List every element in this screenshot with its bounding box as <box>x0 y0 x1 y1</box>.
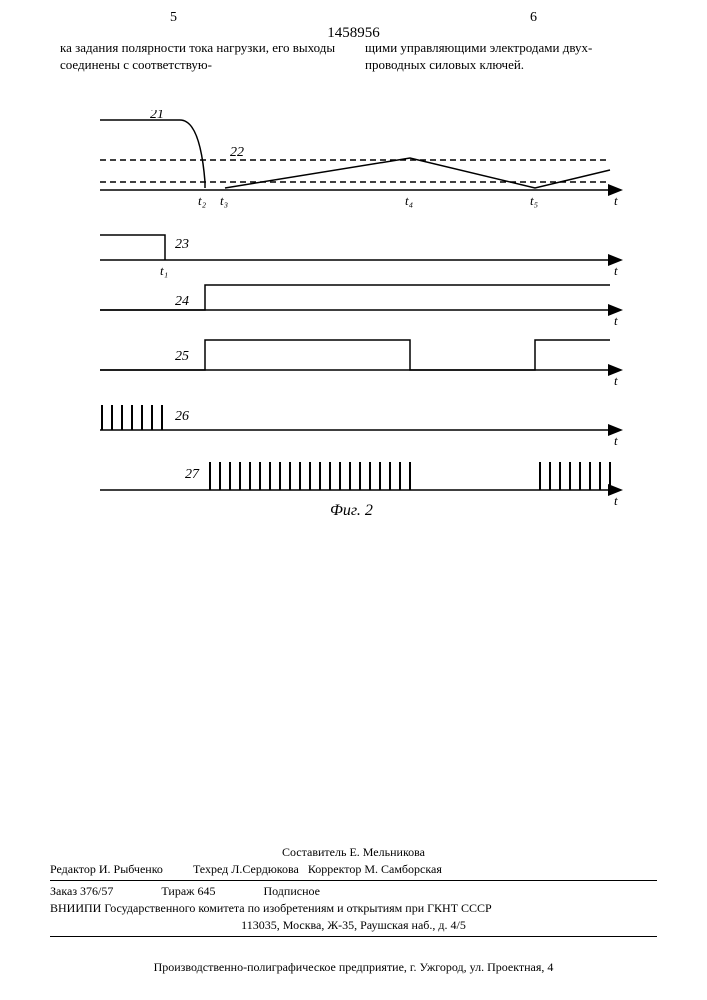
label-t2: t₂ <box>198 193 207 208</box>
figure-caption: Фиг. 2 <box>330 502 373 519</box>
editor: Редактор И. Рыбченко <box>50 862 163 876</box>
tech: Техред Л.Сердюкова <box>193 862 299 876</box>
label-23: 23 <box>175 237 189 252</box>
label-t-2: t <box>614 263 618 278</box>
label-t-6: t <box>614 493 618 508</box>
org-line-1: ВНИИПИ Государственного комитета по изоб… <box>50 901 657 916</box>
label-t4: t₄ <box>405 193 414 208</box>
page-number-left: 5 <box>170 10 177 26</box>
order-line: Заказ 376/57 Тираж 645 Подписное <box>50 884 657 899</box>
label-t-4: t <box>614 373 618 388</box>
podpis: Подписное <box>263 884 320 898</box>
label-27: 27 <box>185 467 200 482</box>
corrector: Корректор М. Самборская <box>308 862 442 876</box>
label-25: 25 <box>175 349 189 364</box>
column-right-text: щими управляющими электродами двух-прово… <box>365 40 645 74</box>
page-number-right: 6 <box>530 10 537 26</box>
label-t3: t₃ <box>220 193 228 208</box>
order: Заказ 376/57 <box>50 884 113 898</box>
label-24: 24 <box>175 294 189 309</box>
label-22: 22 <box>230 145 244 160</box>
label-t-1: t <box>614 193 618 208</box>
footer-block: Составитель Е. Мельникова Редактор И. Ры… <box>50 843 657 940</box>
composer-line: Составитель Е. Мельникова <box>50 845 657 860</box>
column-left-text: ка задания полярности тока нагрузки, его… <box>60 40 340 74</box>
print-line: Производственно-полиграфическое предприя… <box>50 960 657 975</box>
org-line-2: 113035, Москва, Ж-35, Раушская наб., д. … <box>50 918 657 933</box>
label-t-3: t <box>614 313 618 328</box>
label-t1: t₁ <box>160 263 168 278</box>
label-21: 21 <box>150 110 164 122</box>
tirazh: Тираж 645 <box>161 884 215 898</box>
label-t-5: t <box>614 433 618 448</box>
label-26: 26 <box>175 409 189 424</box>
credits-line: Редактор И. Рыбченко Техред Л.Сердюкова … <box>50 862 657 877</box>
label-t5: t₅ <box>530 193 538 208</box>
timing-diagram: 21 22 t₂ t₃ t₄ t₅ t 23 t₁ t 24 t 25 t 26… <box>90 110 630 530</box>
